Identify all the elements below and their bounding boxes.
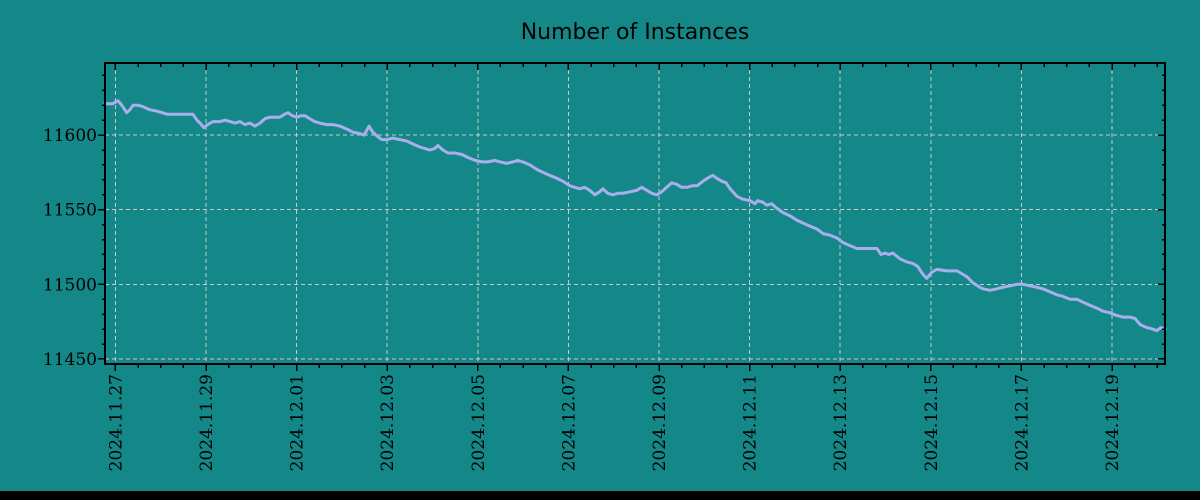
data-line-instances (103, 99, 1167, 333)
plot-frame (104, 62, 1166, 365)
x-tick-label: 2024.11.29 (197, 374, 217, 471)
grid-lines (105, 63, 1165, 364)
series-line (103, 99, 1167, 333)
bottom-bar (0, 491, 1200, 500)
tick-labels: 11450 11500 11550 11600 2024.11.27 2024.11.29… (43, 126, 1123, 471)
x-tick-label: 2024.11.27 (106, 374, 126, 471)
x-tick-label: 2024.12.09 (650, 374, 670, 471)
y-tick-label: 11600 (43, 126, 97, 146)
x-tick-label: 2024.12.17 (1012, 374, 1032, 471)
chart-title: Number of Instances (521, 20, 750, 45)
y-tick-label: 11550 (43, 201, 97, 221)
x-tick-label: 2024.12.05 (469, 374, 489, 471)
axes-frame-and-ticks (98, 62, 1166, 371)
x-tick-label: 2024.12.19 (1103, 374, 1123, 471)
x-tick-label: 2024.12.01 (288, 374, 308, 471)
x-tick-label: 2024.12.03 (378, 374, 398, 471)
x-tick-label: 2024.12.07 (559, 374, 579, 471)
x-tick-label: 2024.12.15 (922, 374, 942, 471)
x-tick-label: 2024.12.13 (831, 374, 851, 471)
x-tick-label: 2024.12.11 (741, 374, 761, 471)
y-tick-label: 11450 (43, 350, 97, 370)
y-tick-label: 11500 (43, 275, 97, 295)
